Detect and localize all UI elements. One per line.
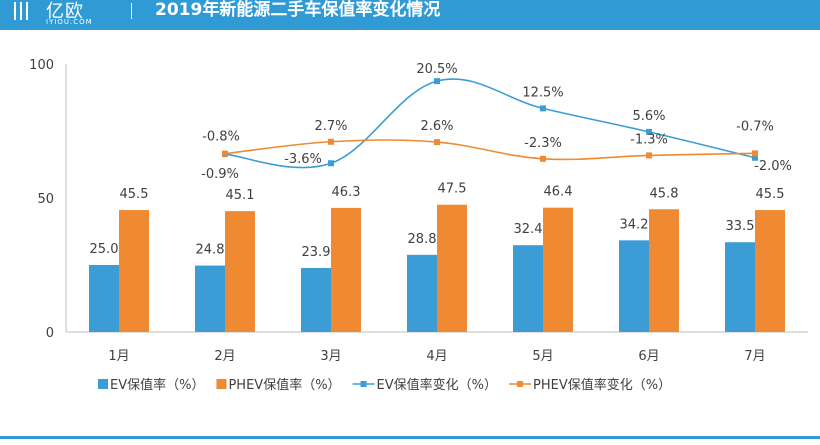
phev-bar: [331, 207, 361, 332]
phev-bar-label: 45.5: [120, 187, 149, 202]
y-tick-label: 50: [37, 192, 54, 207]
phev-bar: [755, 210, 785, 332]
phev-change-label: -1.3%: [630, 132, 668, 147]
phev-bar-label: 45.8: [650, 186, 679, 201]
ev-change-marker: [328, 160, 334, 167]
ev-change-marker: [434, 78, 440, 85]
phev-bar-label: 47.5: [438, 182, 467, 197]
legend-label: PHEV保值率（%）: [228, 377, 340, 393]
ev-change-marker: [540, 105, 546, 112]
x-tick-label: 6月: [638, 349, 659, 364]
ev-bar-label: 32.4: [514, 222, 543, 237]
phev-change-marker: [434, 139, 440, 146]
logo-bars-icon: [14, 2, 36, 20]
header-bar: 亿欧 IYIOU.COM 2019年新能源二手车保值率变化情况: [0, 0, 820, 30]
ev-bar: [725, 242, 755, 332]
phev-bar-label: 45.1: [226, 188, 255, 203]
ev-change-label: 12.5%: [522, 85, 563, 100]
ev-bar: [619, 240, 649, 332]
ev-change-marker: [646, 128, 652, 135]
phev-bar: [649, 209, 679, 332]
phev-change-line: [224, 139, 756, 161]
ev-change-label: 20.5%: [416, 62, 457, 77]
footer-divider: [0, 436, 820, 439]
x-tick-label: 7月: [744, 349, 765, 364]
ev-bar: [407, 254, 437, 332]
ev-bar: [89, 265, 119, 332]
x-tick-label: 5月: [532, 349, 553, 364]
ev-bar: [513, 245, 543, 332]
legend-swatch: [216, 379, 227, 389]
ev-bar-label: 24.8: [196, 243, 225, 258]
ev-change-label: -2.0%: [754, 159, 792, 174]
phev-change-marker: [222, 150, 228, 157]
y-tick-label: 100: [29, 58, 54, 73]
x-tick-label: 2月: [214, 349, 235, 364]
phev-change-marker: [646, 152, 652, 159]
x-tick-label: 3月: [320, 349, 341, 364]
header-divider: [131, 3, 132, 19]
phev-change-label: 2.7%: [314, 119, 347, 134]
chart-title: 2019年新能源二手车保值率变化情况: [155, 0, 441, 20]
phev-bar: [437, 204, 467, 332]
legend-marker-swatch: [517, 381, 524, 387]
phev-bar-label: 46.3: [332, 185, 361, 200]
phev-change-marker: [540, 155, 546, 162]
ev-bar-label: 33.5: [726, 219, 755, 234]
legend-label: PHEV保值率变化（%）: [533, 377, 671, 393]
x-tick-label: 1月: [108, 349, 129, 364]
ev-change-label: -3.6%: [284, 152, 322, 167]
brand-logo: 亿欧 IYIOU.COM: [10, 0, 120, 30]
phev-bar-label: 45.5: [756, 187, 785, 202]
phev-bar: [225, 211, 255, 332]
y-tick-label: 0: [46, 326, 54, 341]
phev-bar-label: 46.4: [544, 185, 573, 200]
legend-label: EV保值率变化（%）: [377, 377, 497, 393]
ev-bar-label: 23.9: [302, 245, 331, 260]
legend-marker-swatch: [360, 381, 367, 387]
phev-change-label: -0.8%: [202, 130, 240, 145]
ev-change-marker: [752, 154, 758, 161]
legend-label: EV保值率（%）: [110, 377, 204, 393]
ev-bar: [195, 265, 225, 332]
ev-change-label: 5.6%: [632, 109, 665, 124]
ev-bar-label: 28.8: [408, 232, 437, 247]
ev-bar-label: 34.2: [620, 217, 649, 232]
brand-url: IYIOU.COM: [46, 18, 93, 26]
ev-bar-label: 25.0: [90, 242, 119, 257]
brand-name: 亿欧: [46, 1, 84, 22]
phev-change-marker: [752, 150, 758, 157]
x-tick-label: 4月: [426, 349, 447, 364]
ev-bar: [301, 267, 331, 332]
legend-swatch: [98, 379, 108, 389]
ev-change-line: [224, 78, 756, 169]
phev-change-label: -2.3%: [524, 136, 562, 151]
phev-bar: [543, 207, 573, 332]
ev-change-label: -0.9%: [201, 167, 239, 182]
phev-change-label: 2.6%: [420, 119, 453, 134]
phev-change-label: -0.7%: [736, 119, 774, 134]
phev-bar: [119, 210, 149, 332]
phev-change-marker: [328, 138, 334, 145]
